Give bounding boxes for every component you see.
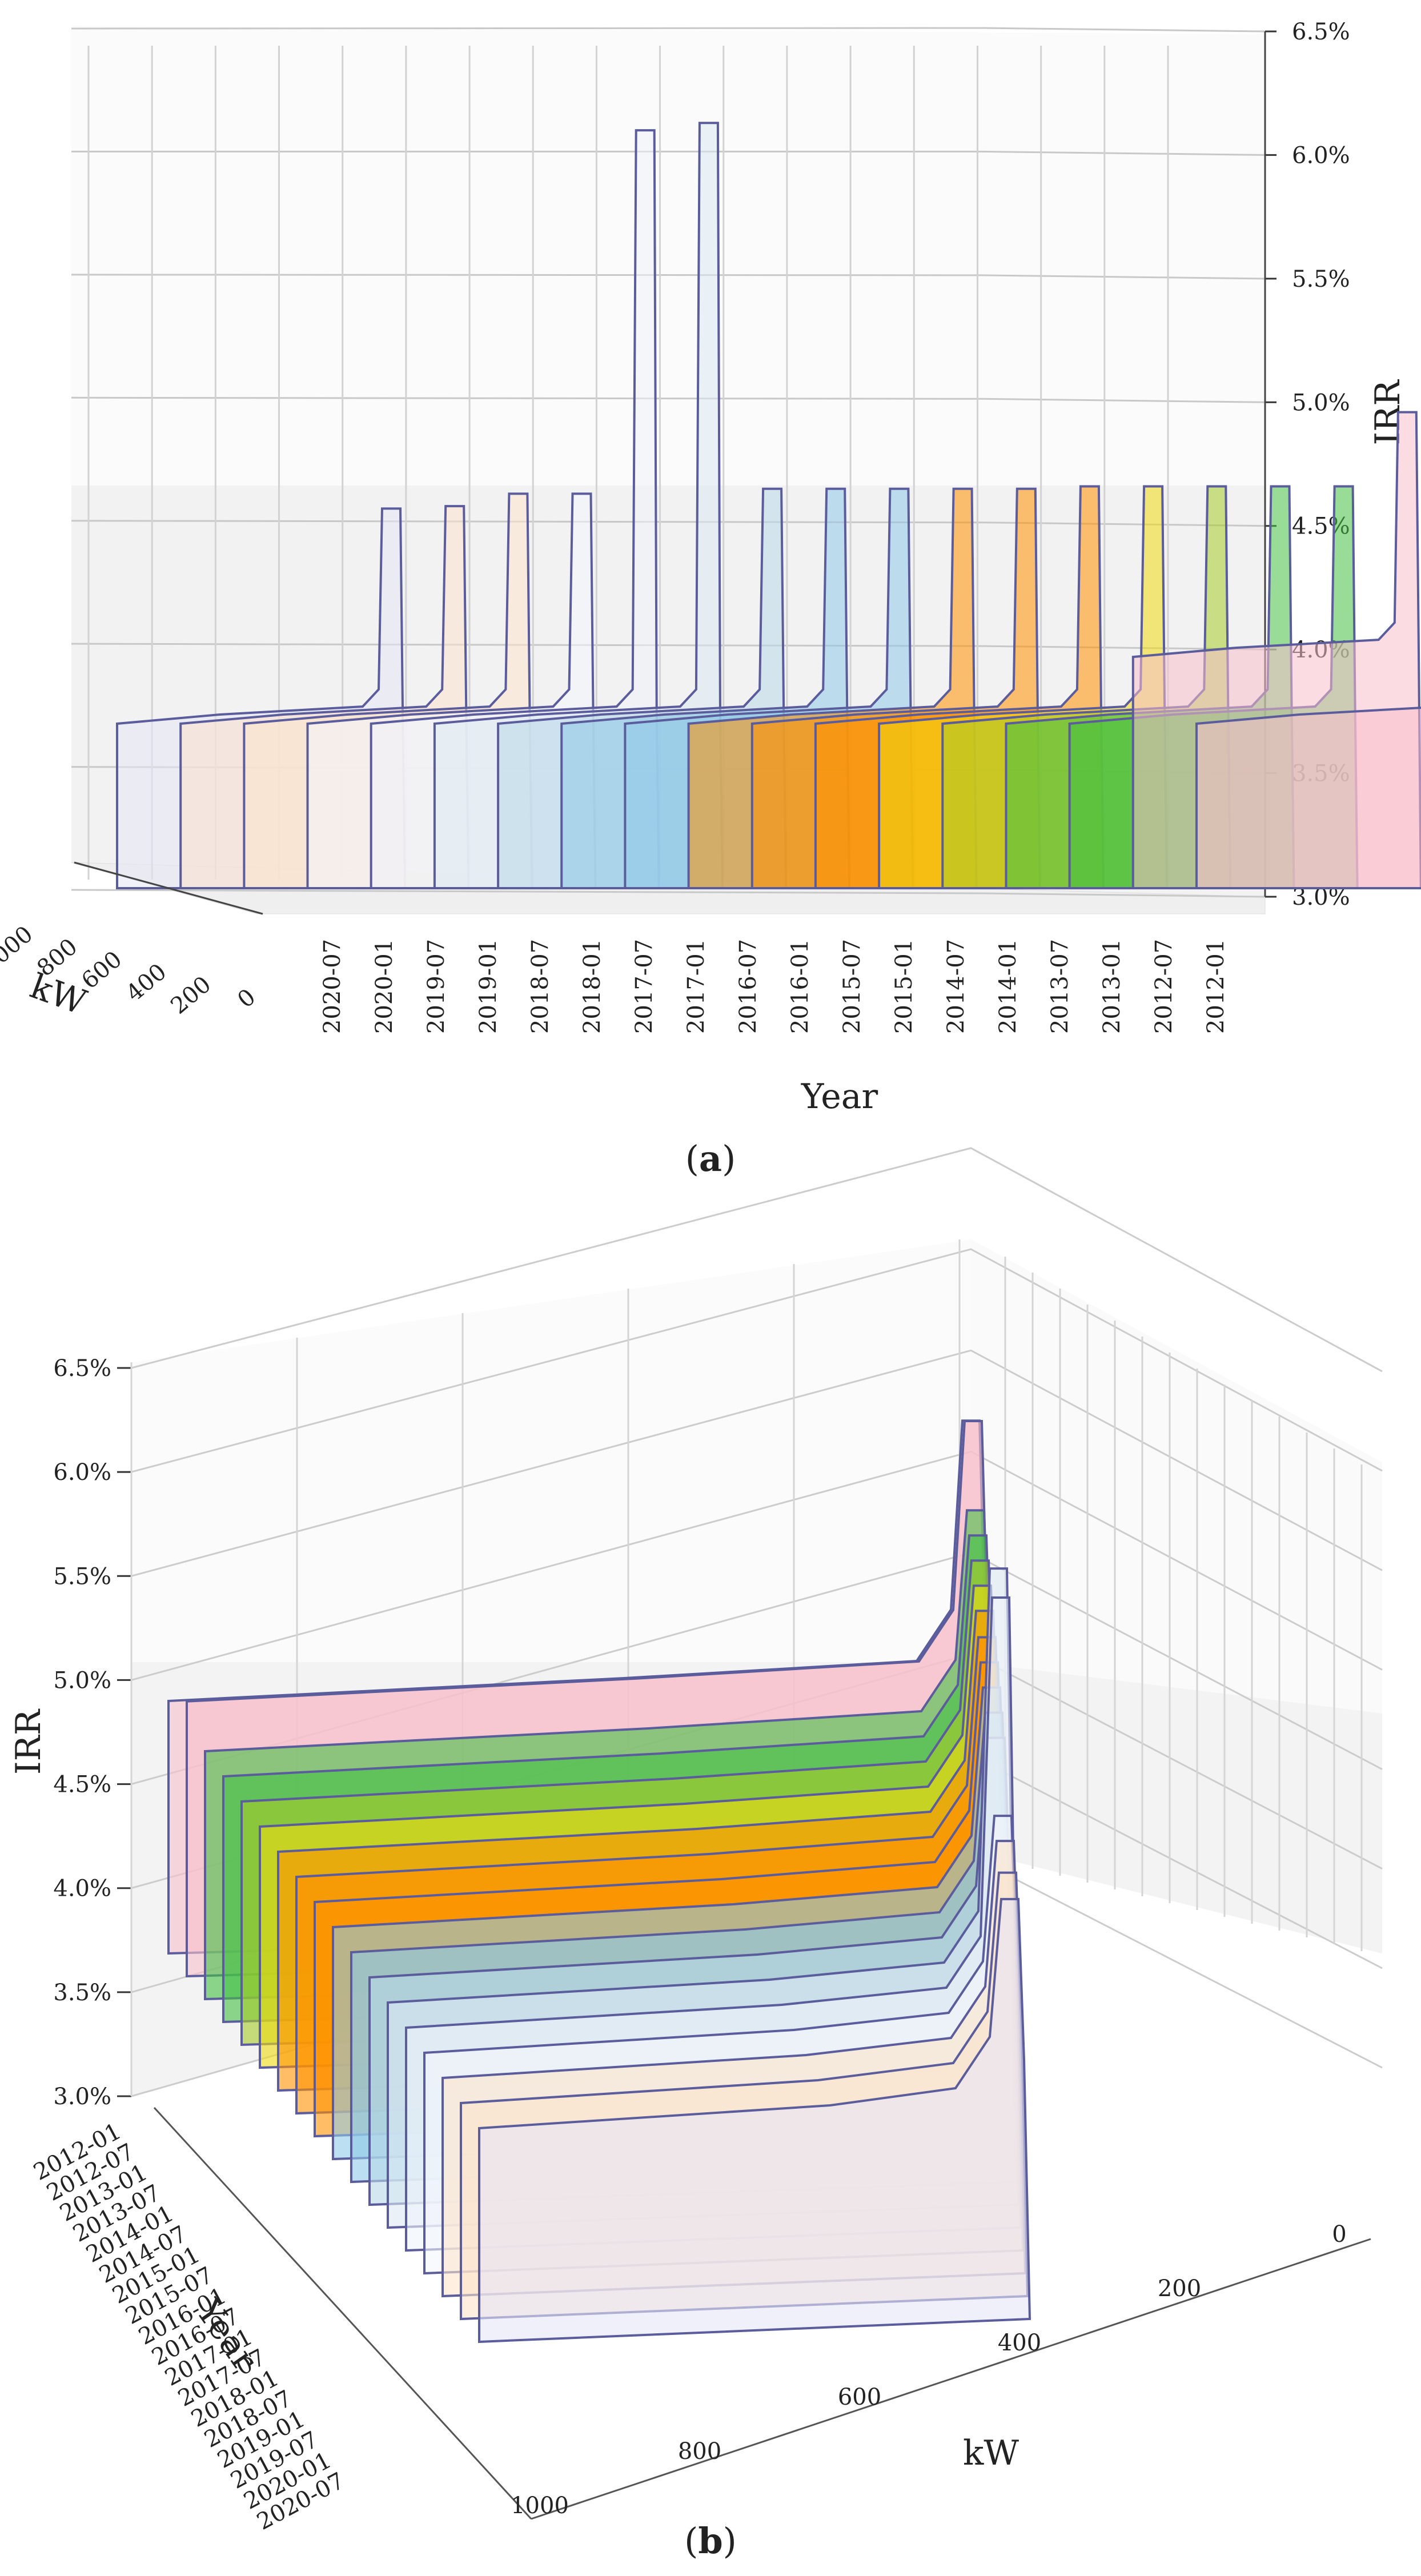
year-tick-label: 2018-07: [527, 939, 553, 1034]
year-tick-label: 2012-01: [1203, 939, 1229, 1034]
z-tick-label: 5.0%: [53, 1667, 111, 1694]
kw-axis-title: kW: [963, 2433, 1019, 2473]
z-tick-label: 3.5%: [53, 1980, 111, 2006]
z-tick-label: 5.5%: [53, 1563, 111, 1590]
kw-tick-label: 1000: [0, 921, 38, 978]
kw-tick-label: 600: [838, 2384, 881, 2410]
z-gridline: [71, 274, 1266, 280]
year-tick-label: 2019-07: [423, 939, 449, 1034]
year-tick-label: 2020-07: [319, 939, 346, 1034]
z-gridline: [71, 643, 1266, 651]
year-tick-label: 2018-01: [579, 939, 605, 1034]
z-gridline: [131, 1349, 1383, 1577]
year-tick-label: 2012-07: [1151, 939, 1177, 1034]
year-axis-title: Year: [801, 1077, 878, 1117]
year-tick-label: 2013-07: [1047, 939, 1073, 1034]
z-tick-label: 6.5%: [1292, 19, 1350, 45]
year-tick-label: 2019-01: [475, 939, 501, 1034]
kw-axis-line: [531, 2238, 1371, 2520]
year-tick-label: 2013-01: [1099, 939, 1125, 1034]
panel-b-caption: (b): [684, 2520, 737, 2562]
kw-tick-label: 200: [1158, 2276, 1201, 2302]
kw-tick-label: 0: [1332, 2221, 1346, 2248]
z-gridline: [71, 27, 1266, 33]
z-gridline: [71, 520, 1266, 527]
kw-tick-label: 1000: [511, 2493, 569, 2519]
panel-a-caption: (a): [685, 1138, 736, 1179]
year-tick-label: 2016-07: [735, 939, 761, 1034]
kw-tick-label: 400: [121, 958, 171, 1006]
kw-tick-label: 800: [678, 2438, 721, 2465]
kw-tick-label: 400: [998, 2330, 1041, 2356]
z-tick-label: 5.5%: [1292, 266, 1350, 292]
z-gridline: [71, 150, 1266, 156]
kw-tick-label: 0: [232, 984, 260, 1013]
year-tick-label: 2017-07: [631, 939, 657, 1034]
panel-b-chart: 3.0%3.5%4.0%4.5%5.0%5.5%6.0%6.5%IRR2012-…: [9, 1147, 1383, 2535]
year-tick-label: 2015-01: [891, 939, 917, 1034]
kw-axis-line: [74, 861, 263, 915]
series-area-2012-01: [1195, 707, 1421, 889]
z-tick-label: 5.0%: [1292, 390, 1350, 416]
z-gridline: [71, 889, 1266, 898]
year-tick-label: 2020-01: [371, 939, 398, 1034]
year-tick-label: 2014-07: [943, 939, 969, 1034]
z-gridline: [131, 1248, 1383, 1473]
year-tick-label: 2016-01: [787, 939, 813, 1034]
z-tick-label: 6.0%: [1292, 142, 1350, 168]
year-tick-label: 2017-01: [683, 939, 709, 1034]
z-gridline: [71, 396, 1266, 403]
year-tick-label: 2014-01: [995, 939, 1021, 1034]
z-gridline: [131, 1147, 1383, 1373]
year-tick-label: 2015-07: [839, 939, 865, 1034]
z-tick-label: 6.5%: [53, 1355, 111, 1382]
z-axis-title: IRR: [9, 1708, 49, 1775]
z-tick-label: 6.0%: [53, 1459, 111, 1486]
z-tick-label: 3.0%: [53, 2084, 111, 2110]
panel-a-chart: 3.0%3.5%4.0%4.5%5.0%5.5%6.0%6.5%IRR10008…: [0, 19, 1421, 1117]
year-axis-line: [153, 2106, 532, 2520]
kw-tick-label: 200: [166, 971, 216, 1019]
z-tick-label: 4.5%: [53, 1772, 111, 1798]
z-tick-label: 4.0%: [53, 1876, 111, 1902]
series-area-2020-07: [478, 1897, 1031, 2344]
